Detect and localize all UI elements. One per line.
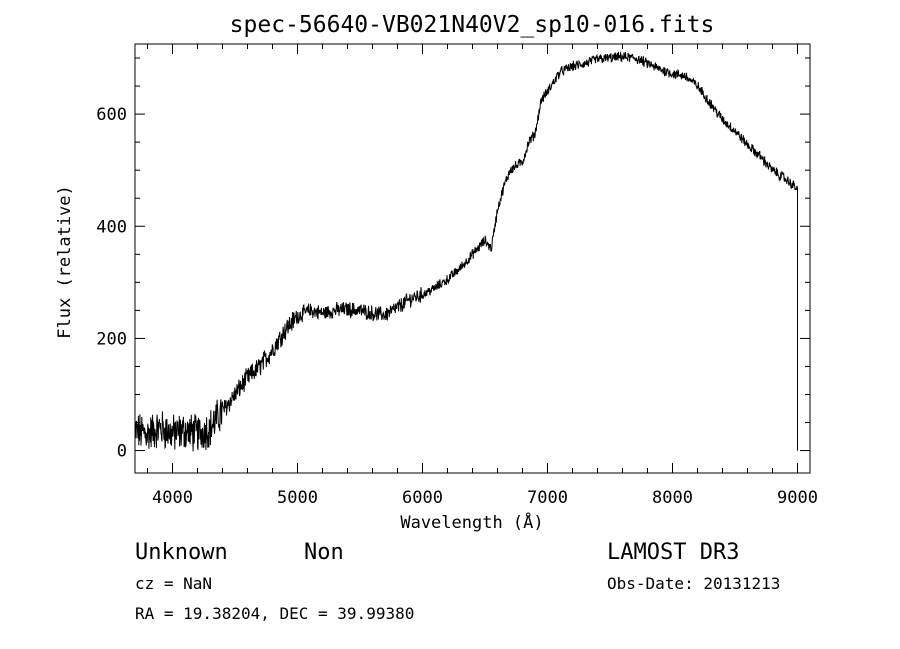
- x-tick-label: 8000: [652, 488, 693, 508]
- y-axis-label: Flux (relative): [55, 185, 75, 339]
- coordinates-label: RA = 19.38204, DEC = 39.99380: [135, 604, 414, 623]
- obs-date-label: Obs-Date: 20131213: [607, 574, 780, 593]
- x-tick-label: 5000: [277, 488, 318, 508]
- y-tick-label: 0: [117, 442, 127, 462]
- plot-frame: [134, 43, 811, 474]
- axis-ticks: [135, 44, 810, 473]
- survey-label: LAMOST DR3: [607, 540, 739, 565]
- tick-labels: 4000 5000 6000 7000 8000 9000 0 200 400 600: [96, 105, 818, 508]
- spectrum-series-line: [134, 51, 798, 452]
- x-axis-label: Wavelength (Å): [400, 511, 543, 533]
- redshift-label: cz = NaN: [135, 574, 212, 593]
- x-tick-label: 6000: [402, 488, 443, 508]
- object-class: Unknown: [135, 540, 228, 565]
- object-subclass: Non: [304, 540, 344, 565]
- y-tick-label: 600: [96, 105, 127, 125]
- y-tick-label: 200: [96, 329, 127, 349]
- x-tick-label: 7000: [527, 488, 568, 508]
- chart-title: spec-56640-VB021N40V2_sp10-016.fits: [230, 12, 715, 38]
- axes-frame: [134, 43, 811, 474]
- y-tick-label: 400: [96, 217, 127, 237]
- x-tick-label: 9000: [777, 488, 818, 508]
- x-tick-label: 4000: [152, 488, 193, 508]
